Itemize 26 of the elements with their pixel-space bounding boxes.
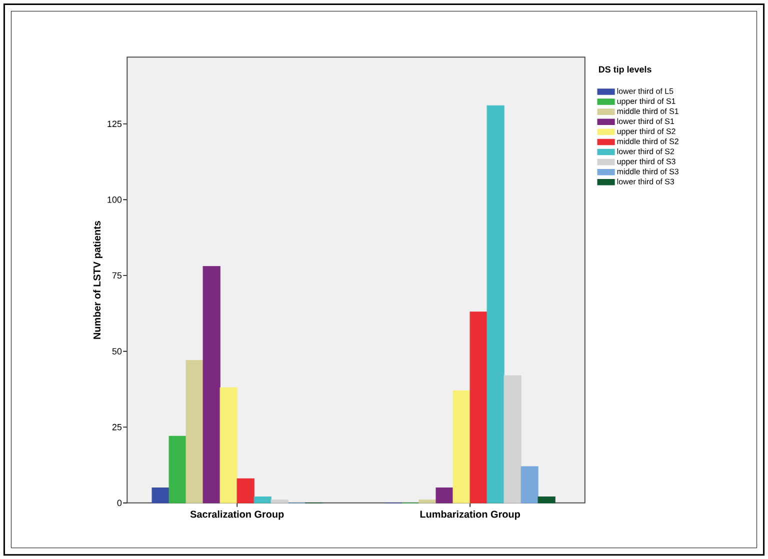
bar	[220, 387, 238, 504]
bar	[418, 500, 436, 504]
bar	[520, 466, 538, 504]
bar	[236, 478, 254, 504]
y-tick-label: 50	[112, 348, 122, 354]
y-tick-label: 25	[112, 424, 122, 430]
bar	[452, 390, 470, 504]
bar	[254, 496, 272, 504]
x-tick-label: Lumbarization Group	[420, 510, 520, 520]
bar	[270, 500, 288, 504]
x-tick-label: Sacralization Group	[190, 510, 284, 520]
bar	[470, 312, 488, 504]
y-axis-title: Number of LSTV patients	[93, 220, 102, 339]
bar	[168, 436, 186, 504]
bar	[152, 487, 170, 504]
legend-title: DS tip levels	[599, 66, 652, 74]
bar	[504, 375, 522, 504]
bar	[202, 266, 220, 504]
y-tick-label: 125	[108, 120, 122, 127]
y-tick-label: 75	[112, 272, 122, 279]
bar	[186, 360, 204, 504]
bar	[538, 496, 556, 504]
y-tick-label: 0	[117, 500, 122, 506]
bar	[486, 105, 504, 504]
bar	[436, 487, 454, 504]
y-tick-label: 100	[108, 196, 122, 203]
